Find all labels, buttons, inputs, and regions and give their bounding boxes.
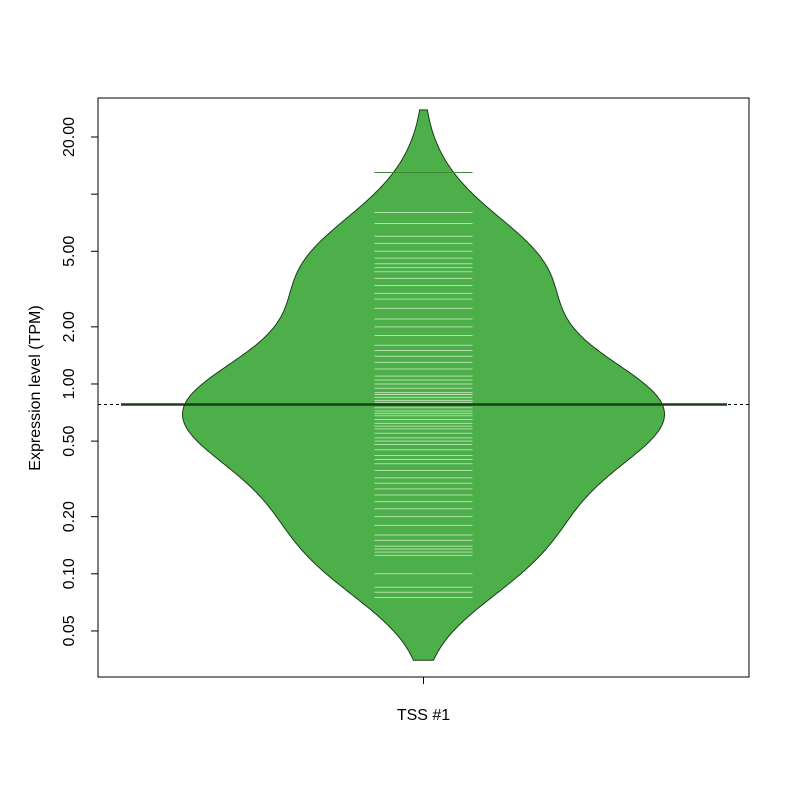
y-tick-label: 1.00	[61, 368, 78, 399]
y-tick-label: 20.00	[61, 117, 78, 157]
x-tick-label: TSS #1	[397, 707, 450, 724]
y-tick-label: 0.10	[61, 558, 78, 589]
y-tick-label: 5.00	[61, 236, 78, 267]
y-tick-label: 0.20	[61, 501, 78, 532]
y-tick-label: 0.50	[61, 425, 78, 456]
y-axis-label: Expression level (TPM)	[27, 305, 44, 470]
y-tick-label: 2.00	[61, 311, 78, 342]
y-tick-label: 0.05	[61, 615, 78, 646]
plot-area	[98, 109, 749, 661]
bean-shape	[181, 109, 666, 661]
